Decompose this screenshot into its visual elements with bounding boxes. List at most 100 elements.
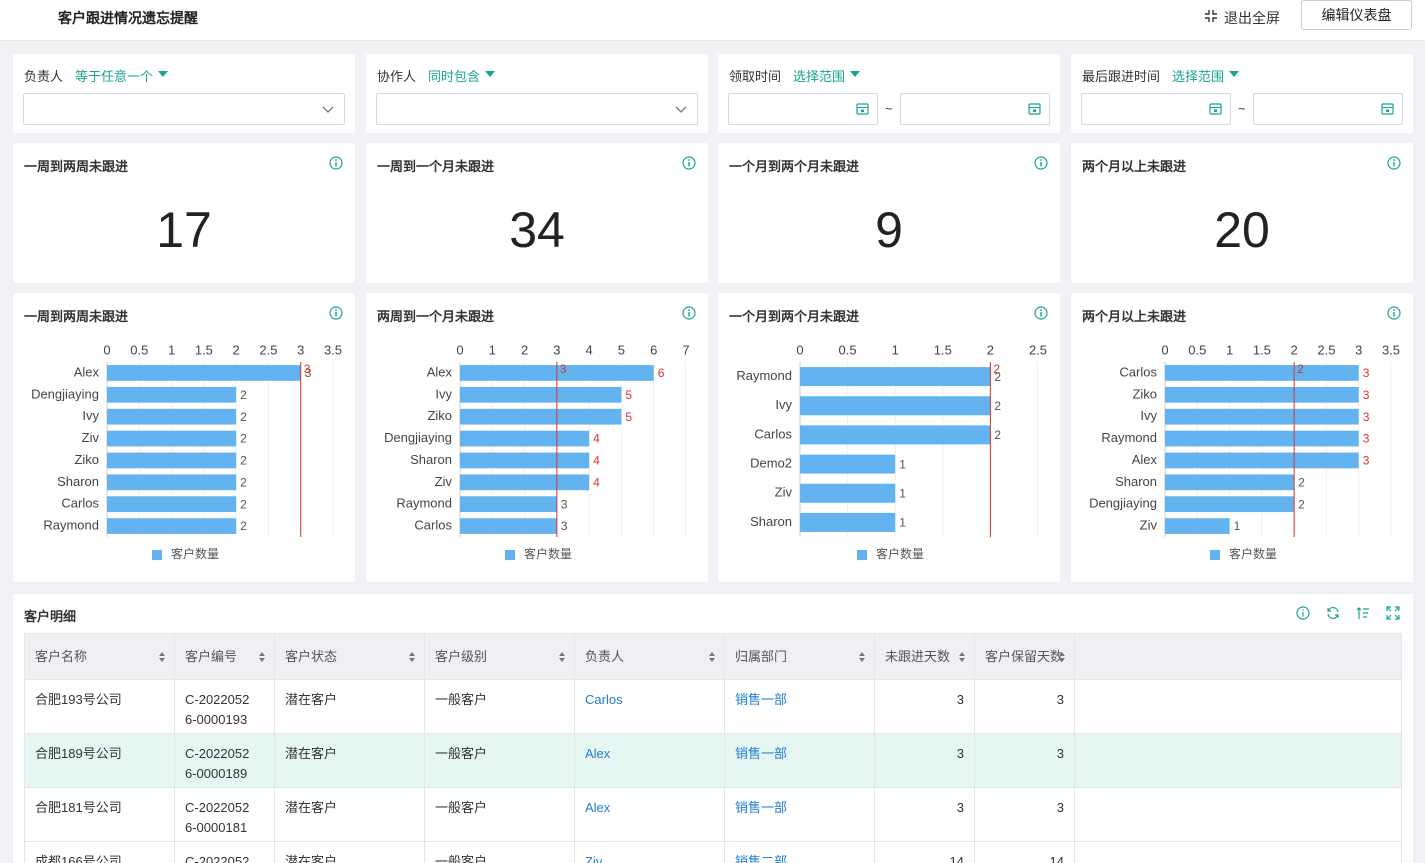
cal-body <box>1028 103 1041 115</box>
table-cell: 3 <box>874 787 975 842</box>
table-cell: 一般客户 <box>424 733 575 788</box>
cell-text: 3 <box>1056 800 1064 815</box>
y-tick-label: Raymond <box>396 496 452 511</box>
column-header[interactable]: 未跟进天数 <box>874 633 975 680</box>
sort-down <box>709 658 715 662</box>
data-label: 4 <box>593 454 600 468</box>
sort-up <box>559 652 565 656</box>
x-tick-label: 1.5 <box>1253 342 1271 357</box>
y-tick-label: Alex <box>1132 452 1158 467</box>
filter-mode[interactable]: 选择范围 <box>793 69 846 84</box>
table-row[interactable]: 合肥193号公司 C-20220526-0000193 潜在客户 一般客户 Carlos… <box>24 679 1402 734</box>
data-label: 2 <box>1298 475 1305 489</box>
filter-card: 领取时间 选择范围 ~ <box>718 54 1060 133</box>
kpi-card: 一周到一个月未跟进 34 <box>366 143 708 283</box>
filter-mode[interactable]: 选择范围 <box>1172 69 1225 84</box>
column-header-text: 客户保留天数 <box>985 648 1064 664</box>
column-header[interactable]: 客户编号 <box>174 633 275 680</box>
table-body: 合肥193号公司 C-20220526-0000193 潜在客户 一般客户 Carlos… <box>24 679 1402 863</box>
table-cell: 一般客户 <box>424 841 575 863</box>
column-header[interactable]: 客户级别 <box>424 633 575 680</box>
edit-button[interactable]: 编辑仪表盘 <box>1301 0 1412 30</box>
table-card: 客户明细 客户名称 客户编号 客户状态 客户级别 负责人 归属部门 未跟进天数 客户保留天数 合肥… <box>13 594 1413 863</box>
sort-icon[interactable] <box>1356 606 1370 620</box>
column-header[interactable]: 归属部门 <box>724 633 875 680</box>
select-input[interactable] <box>23 93 345 125</box>
cell-text[interactable]: Carlos <box>585 692 623 707</box>
kpi-value: 9 <box>875 202 903 258</box>
table-cell: 一般客户 <box>424 787 575 842</box>
cell-text[interactable]: 销售一部 <box>735 692 788 707</box>
table-row[interactable]: 成都166号公司 C-20220526-0000166 潜在客户 一般客户 Ziv 销售二… <box>24 841 1402 863</box>
info-circle <box>1034 306 1048 320</box>
p <box>1386 606 1400 620</box>
data-label: 1 <box>899 457 906 471</box>
cell-text[interactable]: 销售一部 <box>735 800 788 815</box>
x-tick-label: 0.5 <box>839 342 857 357</box>
table-row[interactable]: 合肥189号公司 C-20220526-0000189 潜在客户 一般客户 Alex 销售… <box>24 733 1402 788</box>
sort-up <box>959 652 965 656</box>
y-tick-label: Alex <box>74 364 100 379</box>
info-icon[interactable] <box>1296 606 1310 620</box>
bar <box>460 452 590 469</box>
y-tick-label: Raymond <box>736 368 792 383</box>
kpi-title: 两个月以上未跟进 <box>1082 159 1187 174</box>
cal-body <box>856 103 869 115</box>
cell-text[interactable]: 销售二部 <box>735 854 788 863</box>
column-header-text: 未跟进天数 <box>885 648 951 664</box>
date-input[interactable] <box>900 93 1050 125</box>
table-cell: 潜在客户 <box>274 679 425 734</box>
filter-label: 负责人 <box>24 69 64 84</box>
p <box>1356 607 1369 619</box>
table-cell: C-20220526-0000193 <box>174 679 275 734</box>
cell-text: C-20220526-0000166 <box>185 854 250 863</box>
filter-card: 负责人 等于任意一个 <box>13 54 355 133</box>
expand-icon[interactable] <box>1386 606 1400 620</box>
bar <box>800 512 896 532</box>
sort-down <box>259 658 265 662</box>
info-icon <box>682 156 696 170</box>
data-label: 1 <box>899 516 906 530</box>
chart: Alex Ivy Ziko Dengjiaying Sharon Ziv Raymond Ca… <box>384 342 690 561</box>
date-input[interactable] <box>1081 93 1231 125</box>
bar <box>460 430 590 447</box>
bar <box>1165 430 1359 447</box>
data-label: 3 <box>1363 454 1370 468</box>
info-icon <box>1387 156 1401 170</box>
cell-text[interactable]: Alex <box>585 800 611 815</box>
column-header[interactable]: 客户保留天数 <box>974 633 1075 680</box>
sort-down <box>859 658 865 662</box>
cell-text: C-20220526-0000193 <box>185 692 250 727</box>
x-tick-label: 4 <box>586 342 593 357</box>
date-input[interactable] <box>728 93 878 125</box>
filter-mode[interactable]: 等于任意一个 <box>75 69 154 84</box>
column-header[interactable]: 客户状态 <box>274 633 425 680</box>
data-label: 2 <box>1298 497 1305 511</box>
chevron-path <box>675 106 687 113</box>
data-label: 1 <box>1234 519 1241 533</box>
table-cell: 潜在客户 <box>274 787 425 842</box>
cell-text[interactable]: 销售一部 <box>735 746 788 761</box>
x-tick-label: 2.5 <box>1317 342 1335 357</box>
sort-icon <box>409 652 415 664</box>
reference-label: 2 <box>1297 362 1304 376</box>
cell-text[interactable]: Ziv <box>585 854 603 863</box>
refresh-icon[interactable] <box>1326 606 1340 620</box>
range-separator: ~ <box>1238 101 1246 116</box>
sort-icon <box>1059 652 1065 664</box>
cell-text[interactable]: Alex <box>585 746 611 761</box>
filter-mode[interactable]: 同时包含 <box>428 69 481 84</box>
exit-fullscreen[interactable]: 退出全屏 <box>1224 10 1280 26</box>
table-cell: C-20220526-0000189 <box>174 733 275 788</box>
legend-label: 客户数量 <box>1229 546 1277 561</box>
date-input[interactable] <box>1253 93 1403 125</box>
table-row[interactable]: 合肥181号公司 C-20220526-0000181 潜在客户 一般客户 Alex 销售… <box>24 787 1402 842</box>
info-circle <box>1387 306 1401 320</box>
kpi-card: 两个月以上未跟进 20 <box>1071 143 1413 283</box>
column-header[interactable]: 客户名称 <box>24 633 175 680</box>
column-header[interactable]: 负责人 <box>574 633 725 680</box>
legend-label: 客户数量 <box>171 546 219 561</box>
column-header-text: 负责人 <box>585 648 625 664</box>
select-input[interactable] <box>376 93 698 125</box>
